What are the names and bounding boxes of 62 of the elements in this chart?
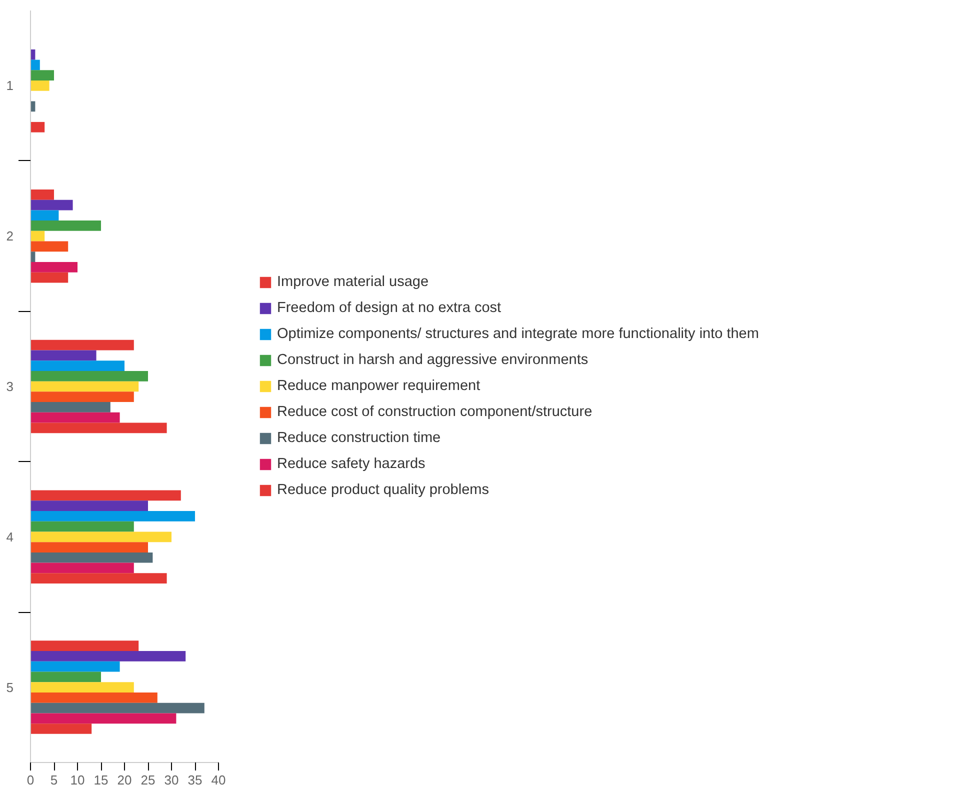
bar <box>30 713 176 724</box>
y-tick-label: 3 <box>6 379 14 394</box>
bar <box>30 521 134 532</box>
bar <box>30 122 45 132</box>
bar <box>30 640 139 652</box>
bar <box>30 672 101 682</box>
bar <box>30 392 134 402</box>
bar <box>30 542 148 552</box>
x-tick-label: 30 <box>164 772 179 788</box>
bar <box>30 532 172 542</box>
bar <box>30 210 59 221</box>
legend-label: Reduce safety hazards <box>277 456 426 472</box>
bar <box>30 241 68 252</box>
legend-label: Freedom of design at no extra cost <box>277 300 502 316</box>
bar <box>30 511 195 522</box>
bar <box>30 661 120 672</box>
y-tick-label: 2 <box>6 228 14 244</box>
legend-label: Reduce cost of construction component/structure <box>277 404 592 420</box>
x-tick-label: 20 <box>117 772 132 788</box>
bar <box>30 692 158 703</box>
bar <box>30 402 110 412</box>
bar <box>30 381 139 392</box>
bar <box>30 200 73 210</box>
x-tick-label: 5 <box>50 772 58 788</box>
bar <box>30 360 124 371</box>
x-tick-label: 40 <box>211 772 226 788</box>
bar <box>30 562 134 574</box>
bar <box>30 189 54 200</box>
bar <box>30 370 148 382</box>
x-tick-label: 25 <box>140 772 156 788</box>
y-tick-label: 5 <box>6 680 14 695</box>
bar <box>30 500 148 511</box>
bar <box>30 80 50 91</box>
bar <box>30 573 167 584</box>
bar <box>30 350 96 361</box>
bar <box>30 490 181 501</box>
bar <box>30 220 101 231</box>
legend-label: Construct in harsh and aggressive environments <box>277 352 588 368</box>
legend-label: Optimize components/ structures and integrate more functionality into them <box>277 326 759 342</box>
bar <box>30 422 167 434</box>
bar <box>30 552 153 563</box>
bar <box>30 60 40 70</box>
x-tick-label: 10 <box>70 772 85 788</box>
x-tick-label: 0 <box>26 772 34 788</box>
bar <box>30 702 204 714</box>
bar <box>30 682 134 692</box>
legend-label: Reduce construction time <box>277 430 441 446</box>
bar <box>30 70 54 81</box>
bar <box>30 262 78 272</box>
y-tick-label: 1 <box>6 78 14 94</box>
y-tick-label: 4 <box>6 529 14 544</box>
x-tick-label: 15 <box>94 772 108 788</box>
legend-label: Reduce product quality problems <box>277 482 489 498</box>
bar <box>30 230 45 242</box>
bar <box>30 272 68 283</box>
legend-label: Improve material usage <box>277 274 429 290</box>
x-tick-label: 35 <box>188 772 202 788</box>
legend-label: Reduce manpower requirement <box>277 378 480 394</box>
bar <box>30 651 186 662</box>
bar <box>30 412 120 423</box>
bar <box>30 340 134 350</box>
bar <box>30 724 92 734</box>
